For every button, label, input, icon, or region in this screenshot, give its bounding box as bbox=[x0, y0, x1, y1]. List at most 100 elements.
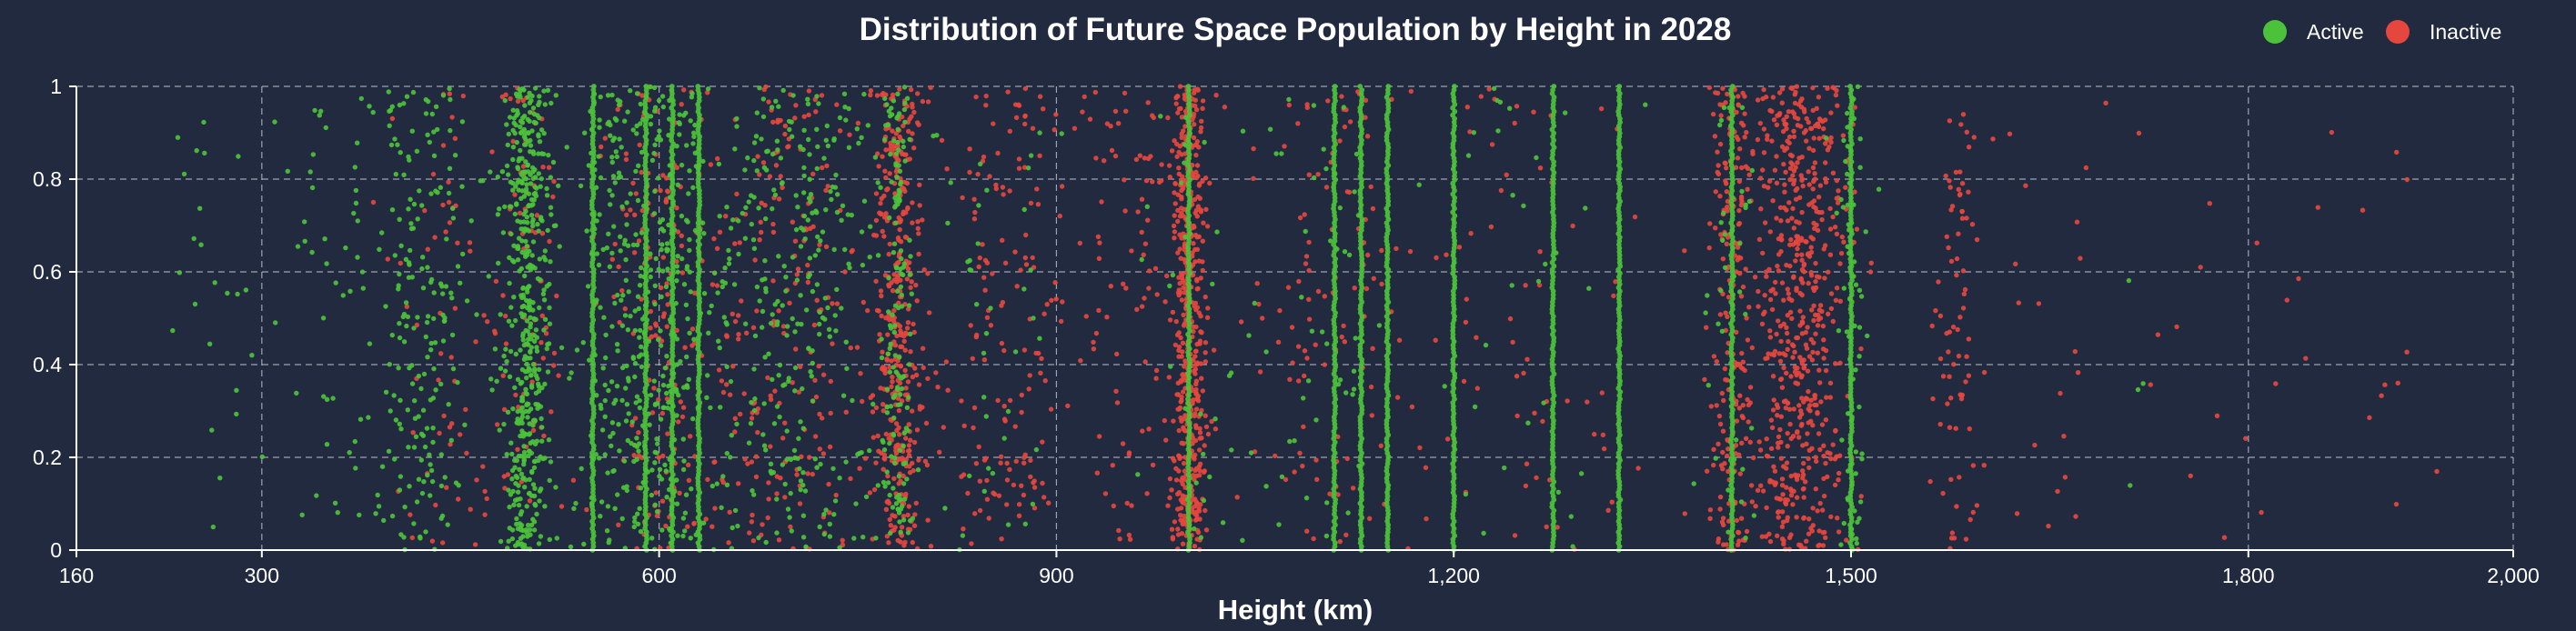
point-active-2886 bbox=[460, 251, 466, 257]
point-active-2810 bbox=[191, 235, 196, 242]
point-active-3778 bbox=[664, 390, 669, 396]
point-active-4328 bbox=[892, 205, 898, 210]
point-inactive-1649 bbox=[1104, 121, 1111, 126]
point-active-2917 bbox=[450, 205, 456, 211]
point-active-3744 bbox=[628, 314, 633, 319]
point-inactive-2374 bbox=[1781, 464, 1786, 469]
point-active-3251 bbox=[507, 255, 512, 261]
point-active-3055 bbox=[440, 338, 447, 344]
point-inactive-2384 bbox=[1771, 117, 1777, 123]
point-active-3357 bbox=[542, 504, 548, 509]
point-inactive-1781 bbox=[1342, 124, 1348, 130]
point-active-4282 bbox=[760, 96, 766, 102]
point-active-3608 bbox=[619, 516, 625, 522]
point-active-4371 bbox=[881, 136, 888, 143]
point-active-3387 bbox=[536, 171, 541, 176]
point-active-4229 bbox=[880, 479, 887, 486]
point-active-3878 bbox=[649, 157, 656, 163]
point-active-3821 bbox=[684, 143, 689, 148]
point-inactive-372 bbox=[726, 540, 731, 546]
point-active-4531 bbox=[1341, 105, 1347, 110]
point-inactive-2726 bbox=[1966, 336, 1972, 342]
point-inactive-2504 bbox=[1797, 290, 1803, 296]
point-active-4544 bbox=[1324, 341, 1330, 346]
point-inactive-1482 bbox=[1171, 418, 1176, 424]
point-inactive-1777 bbox=[1254, 281, 1260, 286]
point-inactive-2085 bbox=[1817, 183, 1824, 188]
point-active-2991 bbox=[358, 95, 364, 102]
point-active-3188 bbox=[539, 438, 545, 444]
point-active-4023 bbox=[782, 481, 788, 487]
point-inactive-1638 bbox=[1112, 108, 1119, 115]
point-active-3307 bbox=[516, 177, 521, 183]
point-active-2972 bbox=[432, 340, 438, 346]
point-inactive-2427 bbox=[1739, 414, 1746, 419]
point-inactive-2422 bbox=[1828, 110, 1834, 115]
point-inactive-266 bbox=[660, 314, 667, 319]
point-inactive-1817 bbox=[1682, 248, 1687, 254]
point-inactive-1664 bbox=[1096, 307, 1102, 314]
point-inactive-699 bbox=[878, 211, 884, 217]
point-inactive-2606 bbox=[1814, 105, 1819, 112]
point-active-4302 bbox=[700, 158, 706, 165]
point-active-4065 bbox=[727, 255, 732, 262]
point-active-3248 bbox=[520, 337, 526, 343]
point-active-4041 bbox=[824, 123, 830, 129]
point-active-3786 bbox=[657, 128, 662, 134]
point-active-2828 bbox=[294, 390, 299, 396]
point-active-3153 bbox=[506, 487, 511, 493]
point-active-4609 bbox=[1716, 321, 1721, 326]
point-active-4637 bbox=[1713, 456, 1718, 461]
point-active-3879 bbox=[634, 456, 639, 463]
point-inactive-2373 bbox=[1805, 396, 1810, 402]
point-inactive-79 bbox=[489, 149, 495, 155]
point-active-3476 bbox=[522, 273, 528, 279]
point-active-3404 bbox=[527, 421, 532, 426]
point-inactive-907 bbox=[898, 364, 903, 369]
point-active-2811 bbox=[210, 524, 216, 530]
point-active-4592 bbox=[1502, 465, 1507, 471]
point-active-4606 bbox=[1481, 530, 1486, 536]
point-inactive-2203 bbox=[1789, 316, 1795, 321]
point-active-3095 bbox=[524, 182, 529, 187]
point-active-3530 bbox=[548, 100, 554, 106]
point-active-4077 bbox=[787, 126, 792, 133]
point-inactive-2521 bbox=[1801, 460, 1806, 466]
point-active-3076 bbox=[558, 345, 565, 351]
point-active-3902 bbox=[687, 168, 692, 174]
point-active-4520 bbox=[1182, 142, 1188, 147]
point-inactive-2353 bbox=[1764, 505, 1769, 511]
point-active-3685 bbox=[571, 506, 577, 511]
point-inactive-1616 bbox=[1104, 315, 1110, 320]
point-active-4598 bbox=[1570, 544, 1575, 549]
point-active-3893 bbox=[636, 448, 641, 454]
point-active-4030 bbox=[817, 524, 822, 530]
point-active-4886 bbox=[642, 425, 648, 431]
point-active-3579 bbox=[564, 145, 569, 150]
point-active-4204 bbox=[728, 225, 734, 231]
point-inactive-2266 bbox=[1827, 205, 1833, 212]
point-inactive-441 bbox=[817, 446, 822, 452]
point-inactive-14 bbox=[433, 502, 438, 508]
point-active-3876 bbox=[634, 91, 640, 96]
point-active-3007 bbox=[404, 323, 409, 329]
point-active-3948 bbox=[736, 218, 741, 224]
point-inactive-1696 bbox=[1322, 362, 1328, 367]
point-inactive-2400 bbox=[1821, 337, 1826, 343]
point-active-4319 bbox=[901, 496, 908, 502]
point-inactive-147 bbox=[636, 430, 641, 436]
point-inactive-2416 bbox=[1827, 226, 1834, 232]
point-active-3706 bbox=[624, 402, 630, 407]
point-active-4292 bbox=[818, 461, 823, 467]
point-inactive-234 bbox=[628, 207, 633, 213]
point-inactive-2713 bbox=[1936, 279, 1941, 285]
point-active-4175 bbox=[808, 192, 814, 197]
point-active-3036 bbox=[419, 203, 425, 208]
point-inactive-1374 bbox=[1178, 399, 1183, 405]
point-inactive-801 bbox=[897, 226, 902, 233]
point-inactive-2357 bbox=[1854, 226, 1860, 232]
point-inactive-1992 bbox=[1706, 245, 1712, 251]
point-inactive-1053 bbox=[1078, 357, 1083, 364]
point-active-4486 bbox=[976, 203, 981, 208]
point-inactive-2180 bbox=[1801, 495, 1806, 500]
